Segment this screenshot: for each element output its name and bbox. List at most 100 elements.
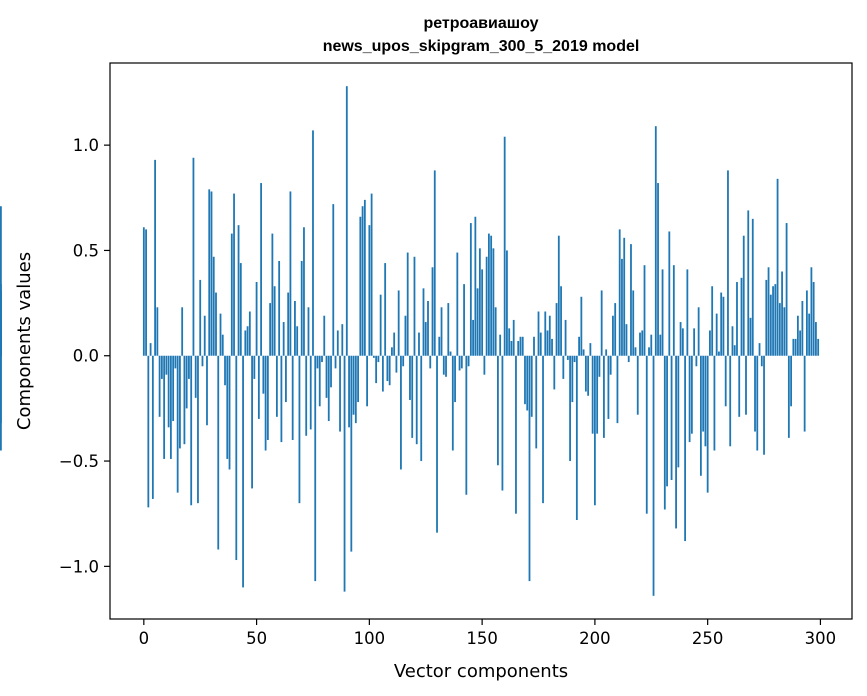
bar <box>481 269 484 356</box>
bar <box>271 233 274 356</box>
bar <box>224 355 226 386</box>
bar <box>519 336 522 356</box>
bar <box>580 296 583 356</box>
bar <box>684 355 686 542</box>
bar <box>553 355 556 390</box>
bar <box>663 355 666 510</box>
bar <box>427 300 429 356</box>
bar <box>614 303 617 356</box>
bar <box>487 233 490 356</box>
bar <box>679 322 682 356</box>
bar <box>808 313 811 356</box>
bar <box>327 355 330 422</box>
bar <box>422 288 425 356</box>
x-tick-label: 150 <box>466 629 498 648</box>
bar <box>569 355 571 462</box>
bar <box>429 355 432 369</box>
bar <box>799 330 802 356</box>
bar <box>600 290 603 356</box>
bar <box>785 223 788 356</box>
bar <box>201 355 204 367</box>
bar <box>303 227 305 356</box>
bar <box>542 355 544 504</box>
bar <box>535 355 538 449</box>
bar <box>415 355 418 445</box>
bar <box>763 355 765 455</box>
bar <box>151 355 154 499</box>
bar <box>334 355 337 369</box>
bar <box>402 355 405 367</box>
bar <box>215 292 217 356</box>
bar <box>169 355 172 459</box>
bar <box>492 248 495 356</box>
bar <box>607 355 610 419</box>
y-tick-label: 0.5 <box>73 241 99 260</box>
bar <box>433 170 436 356</box>
bar <box>142 227 145 356</box>
bar <box>713 355 716 451</box>
bar <box>253 355 256 379</box>
bar <box>758 343 761 356</box>
bar <box>438 336 441 356</box>
bar <box>411 355 414 438</box>
bar <box>478 248 481 356</box>
bar <box>246 326 249 356</box>
bar <box>388 355 391 386</box>
bar <box>740 277 743 356</box>
bar <box>239 263 242 356</box>
bar <box>210 191 213 356</box>
bar <box>555 303 558 356</box>
x-tick-label: 50 <box>246 629 267 648</box>
bar <box>623 237 626 356</box>
x-tick-label: 100 <box>354 629 386 648</box>
bar <box>431 267 434 356</box>
x-axis-ticks: 0 50 100 150 200 250 300 <box>139 619 836 648</box>
bar <box>810 267 813 356</box>
bar <box>474 216 477 356</box>
bar <box>675 355 677 529</box>
bar <box>587 355 590 396</box>
bar <box>158 355 161 417</box>
bar <box>521 336 524 356</box>
bar <box>397 290 400 356</box>
bar <box>154 159 156 356</box>
x-tick-label: 250 <box>692 629 724 648</box>
bar <box>413 256 416 356</box>
bar <box>363 199 366 356</box>
bar <box>781 271 783 356</box>
bar <box>659 334 662 356</box>
bar <box>440 307 443 356</box>
bar <box>183 355 186 445</box>
bar <box>736 282 738 356</box>
bar <box>460 355 463 369</box>
bar <box>203 315 206 356</box>
bar <box>751 218 754 356</box>
y-tick-label: 1.0 <box>73 136 99 155</box>
bar <box>742 235 745 356</box>
bar <box>666 355 668 487</box>
bar <box>300 260 303 356</box>
bar <box>515 355 517 514</box>
bar <box>697 307 700 356</box>
bar <box>445 355 447 377</box>
bar <box>325 355 328 398</box>
bar <box>359 216 362 356</box>
bar <box>447 303 450 356</box>
bar <box>217 355 220 550</box>
bar <box>167 355 170 428</box>
bar <box>354 355 357 424</box>
bar <box>260 183 262 356</box>
bar <box>533 336 535 356</box>
bar <box>621 258 623 356</box>
bar <box>456 252 459 356</box>
bar <box>805 290 808 356</box>
bar <box>199 279 202 356</box>
bar <box>686 269 689 356</box>
bar <box>381 355 384 392</box>
bar <box>384 263 387 356</box>
bar <box>273 286 276 356</box>
bar <box>393 332 396 356</box>
bar <box>657 183 659 356</box>
bar <box>643 265 646 356</box>
bar <box>772 286 774 356</box>
